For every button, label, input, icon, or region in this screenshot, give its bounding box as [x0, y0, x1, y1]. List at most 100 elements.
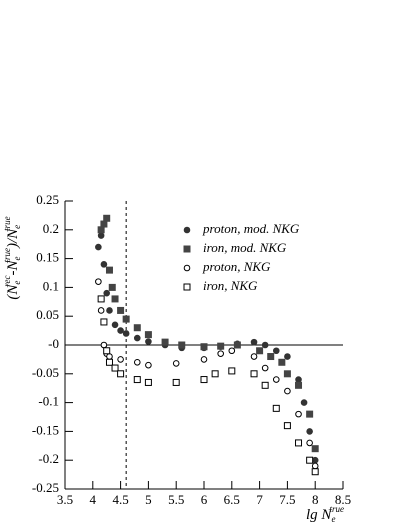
marker — [183, 283, 191, 291]
marker — [295, 410, 302, 418]
marker — [100, 261, 108, 268]
marker — [200, 343, 208, 351]
marker — [306, 428, 313, 435]
marker — [100, 220, 108, 228]
marker — [133, 376, 141, 384]
marker — [103, 289, 110, 297]
y-tick-label: -0.15 — [32, 422, 59, 437]
marker — [95, 243, 102, 251]
y-label-part: (N — [5, 284, 21, 300]
y-label-part: rec — [2, 276, 12, 287]
marker — [106, 353, 113, 360]
marker — [295, 381, 303, 389]
marker — [100, 318, 108, 326]
x-label-part: lg N — [306, 507, 332, 523]
marker — [306, 439, 313, 447]
y-tick-label: 0.15 — [36, 250, 59, 265]
x-tick-label: 7.5 — [279, 492, 295, 507]
marker — [261, 364, 269, 372]
marker — [111, 321, 119, 329]
y-tick-label: -0 — [48, 336, 59, 351]
marker — [97, 226, 105, 234]
marker — [311, 468, 319, 476]
marker — [200, 356, 208, 363]
x-tick-label: 4.5 — [112, 492, 128, 507]
marker — [122, 315, 130, 323]
marker — [172, 378, 180, 386]
y-label-part: true — [2, 248, 12, 263]
marker — [105, 358, 113, 366]
legend-label: proton, NKG — [202, 259, 271, 274]
marker — [261, 341, 269, 349]
y-tick-label: -0.1 — [38, 394, 59, 409]
x-tick-label: 6.5 — [224, 492, 240, 507]
marker — [311, 462, 319, 470]
y-label-part: true — [2, 216, 12, 231]
marker — [144, 378, 152, 386]
y-label-part: e — [12, 281, 22, 285]
marker — [283, 370, 291, 378]
marker — [161, 338, 169, 346]
legend-label: proton, mod. NKG — [202, 221, 300, 236]
y-tick-label: 0.05 — [36, 307, 59, 322]
marker — [117, 370, 125, 378]
x-tick-label: 5.5 — [168, 492, 184, 507]
x-tick-label: 5 — [145, 492, 152, 507]
marker — [283, 422, 291, 430]
marker — [106, 307, 113, 314]
marker — [145, 338, 152, 345]
marker — [228, 367, 236, 375]
x-tick-label: 8 — [312, 492, 319, 507]
x-label-part: true — [329, 504, 344, 514]
marker — [311, 456, 319, 464]
marker — [178, 341, 186, 349]
marker — [211, 370, 219, 378]
marker — [144, 331, 152, 339]
marker — [103, 214, 111, 222]
marker — [217, 350, 224, 357]
marker — [250, 338, 258, 346]
marker — [250, 370, 258, 378]
marker — [183, 245, 191, 253]
legend-label: iron, mod. NKG — [203, 240, 287, 255]
marker — [145, 361, 152, 369]
x-tick-label: 4 — [90, 492, 97, 507]
x-axis-label: lg Netrue — [306, 504, 344, 524]
marker — [95, 278, 102, 285]
x-tick-label: 7 — [256, 492, 263, 507]
y-axis-label: (Nerec-Netrue)/Netrue — [2, 216, 22, 299]
marker — [272, 347, 280, 355]
marker — [311, 445, 319, 453]
y-label-part: e — [12, 225, 22, 229]
x-tick-label: 8.5 — [335, 492, 351, 507]
marker — [183, 264, 191, 272]
marker — [117, 306, 125, 314]
marker — [272, 376, 280, 383]
marker — [284, 353, 291, 360]
x-tick-label: 6 — [201, 492, 208, 507]
x-tick-label: 3.5 — [57, 492, 73, 507]
y-label-part: -N — [5, 260, 21, 276]
marker — [233, 341, 241, 349]
marker — [250, 353, 258, 360]
marker — [105, 266, 113, 274]
marker — [300, 399, 308, 406]
marker — [172, 360, 180, 367]
marker — [200, 376, 208, 384]
marker — [306, 410, 314, 418]
marker — [261, 381, 269, 389]
marker — [111, 295, 119, 303]
marker — [133, 358, 141, 366]
y-tick-label: 0.1 — [43, 278, 59, 293]
marker — [278, 358, 286, 366]
marker — [228, 347, 236, 355]
marker — [295, 376, 302, 383]
marker — [284, 387, 291, 395]
y-tick-label: -0.25 — [32, 480, 59, 495]
marker — [306, 456, 314, 464]
marker — [117, 356, 124, 363]
marker — [267, 353, 275, 361]
marker — [103, 347, 111, 355]
marker — [97, 307, 105, 314]
